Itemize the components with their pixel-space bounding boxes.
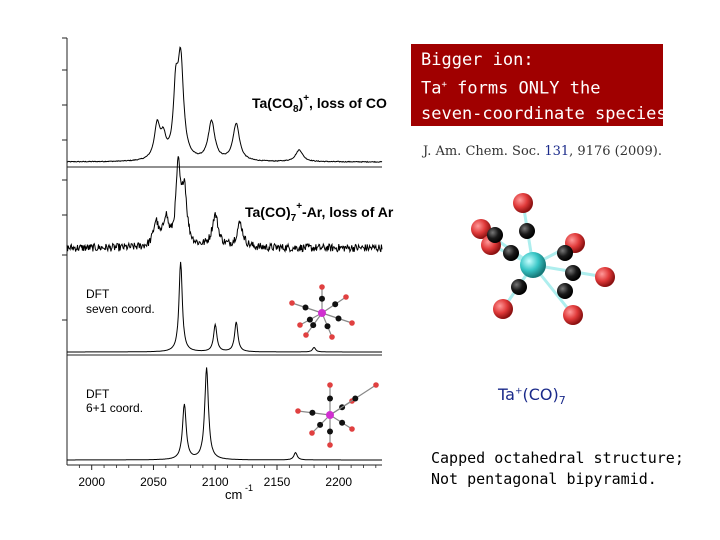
seven-coord-inset-carbon-atom-0: [302, 304, 309, 311]
six-plus-one-inset-carbon-atom-2: [327, 395, 333, 402]
seven-coord-inset-molecule: [289, 284, 355, 340]
series-label-2: Ta(CO)7+-Ar, loss of Ar: [245, 201, 394, 224]
seven-coord-inset-carbon-atom-6: [310, 322, 317, 329]
formula-co: (CO): [522, 385, 559, 404]
six-plus-one-inset-carbon-atom-6: [352, 395, 359, 402]
callout-box: Bigger ion: Ta+ forms ONLY the seven-coo…: [411, 44, 677, 126]
citation-volume: 131: [544, 144, 570, 159]
x-tick-label-2000: 2000: [78, 475, 105, 489]
series-label-1-paren: ): [299, 95, 304, 111]
series-label-2-sub: 7: [291, 213, 297, 224]
six-plus-one-inset-carbon-atom-4: [327, 428, 333, 435]
molecule-tantalum-atom: [520, 252, 546, 278]
molecule-oxygen-atom-5: [595, 267, 615, 287]
x-axis-label-sup: -1: [245, 483, 253, 493]
molecule-formula: Ta+(CO)7: [498, 385, 566, 407]
six-plus-one-inset-oxygen-atom-4: [327, 442, 333, 448]
x-tick-label-2100: 2100: [202, 475, 229, 489]
six-plus-one-inset-carbon-atom-1: [317, 421, 324, 428]
spectrum-line-1: [66, 46, 383, 163]
six-plus-one-inset-oxygen-atom-5: [349, 426, 355, 432]
spectrum-line-4: [67, 367, 382, 461]
seven-coord-inset-metal-atom: [318, 309, 326, 317]
seven-coord-inset-oxygen-atom-5: [329, 334, 335, 340]
seven-coord-inset-carbon-atom-5: [324, 323, 331, 330]
seven-coord-inset-oxygen-atom-1: [297, 322, 303, 328]
ir-spectra-chart: 2000 2050 2100 2150 2200 cm -1 Ta(CO8)+, loss o…: [62, 37, 394, 502]
molecule-oxygen-atom-0: [471, 219, 491, 239]
structure-note-line-2: Not pentagonal bipyramid.: [431, 470, 657, 488]
six-plus-one-inset-carbon-atom-5: [339, 419, 346, 426]
molecule-carbon-atom-2: [511, 279, 527, 295]
series-label-1-sup: +: [303, 93, 309, 104]
callout-line-3: seven-coordinate species!: [421, 103, 677, 124]
citation-journal: J. Am. Chem. Soc.: [423, 144, 545, 159]
six-plus-one-inset-oxygen-atom-0: [295, 408, 301, 414]
x-tick-label-2200: 2200: [325, 475, 352, 489]
six-plus-one-inset-molecule: [295, 382, 379, 448]
series-label-2-rest: -Ar, loss of Ar: [302, 204, 394, 220]
series-label-4-line-1: DFT: [86, 387, 110, 401]
series-label-1-sub: 8: [293, 104, 299, 115]
molecule-carbon-atom-4: [557, 245, 573, 261]
callout-line-1: Bigger ion:: [421, 50, 534, 70]
seven-coord-inset-oxygen-atom-2: [319, 284, 325, 290]
six-plus-one-inset-carbon-atom-0: [309, 409, 316, 416]
seven-coord-inset-carbon-atom-3: [332, 301, 339, 308]
molecule-oxygen-atom-2: [493, 299, 513, 319]
callout-ta: Ta: [421, 78, 442, 99]
structure-note-line-1: Capped octahedral structure;: [431, 449, 684, 467]
structure-note: Capped octahedral structure; Not pentago…: [431, 448, 684, 490]
six-plus-one-inset-oxygen-atom-2: [327, 382, 333, 388]
six-plus-one-inset-metal-atom: [326, 411, 334, 419]
molecule-carbon-atom-6: [557, 283, 573, 299]
spectrum-line-3: [67, 261, 382, 353]
seven-coord-inset-oxygen-atom-0: [289, 300, 295, 306]
molecule-oxygen-atom-3: [513, 193, 533, 213]
formula-subscript: 7: [558, 394, 566, 408]
series-label-4-line-2: 6+1 coord.: [86, 401, 143, 415]
six-plus-one-inset-oxygen-atom-1: [309, 430, 315, 436]
seven-coord-inset-carbon-atom-4: [335, 315, 342, 322]
formula-charge: +: [514, 386, 523, 397]
seven-coord-inset-oxygen-atom-3: [343, 294, 349, 300]
x-tick-label-2050: 2050: [140, 475, 167, 489]
series-label-1: Ta(CO8)+, loss of CO: [252, 93, 387, 115]
series-label-1-rest: , loss of CO: [309, 95, 387, 111]
series-label-3-line-2: seven coord.: [86, 302, 155, 316]
molecule-carbon-atom-3: [519, 223, 535, 239]
callout-line-2: forms ONLY the: [446, 78, 601, 99]
seven-coord-inset-oxygen-atom-4: [349, 320, 355, 326]
seven-coord-inset-carbon-atom-1: [306, 316, 313, 323]
citation-pages: , 9176 (2009).: [569, 144, 663, 159]
seven-coord-inset-oxygen-atom-6: [303, 332, 309, 338]
molecule-oxygen-atom-6: [563, 305, 583, 325]
formula-ta: Ta: [498, 385, 515, 404]
six-plus-one-inset-oxygen-atom-6: [373, 382, 379, 388]
molecule-carbon-atom-0: [487, 227, 503, 243]
x-tick-label-2150: 2150: [264, 475, 291, 489]
series-label-3-line-1: DFT: [86, 287, 110, 301]
citation: J. Am. Chem. Soc. 131, 9176 (2009).: [423, 144, 662, 159]
molecule-carbon-atom-1: [503, 245, 519, 261]
ta-co7-molecule-image: [471, 193, 615, 325]
seven-coord-inset-carbon-atom-2: [319, 295, 325, 302]
molecule-carbon-atom-5: [565, 265, 581, 281]
series-label-2-sup: +: [296, 201, 302, 212]
x-axis-label: cm: [225, 487, 242, 502]
spectrum-line-2: [66, 156, 383, 254]
callout-charge: +: [441, 80, 447, 90]
